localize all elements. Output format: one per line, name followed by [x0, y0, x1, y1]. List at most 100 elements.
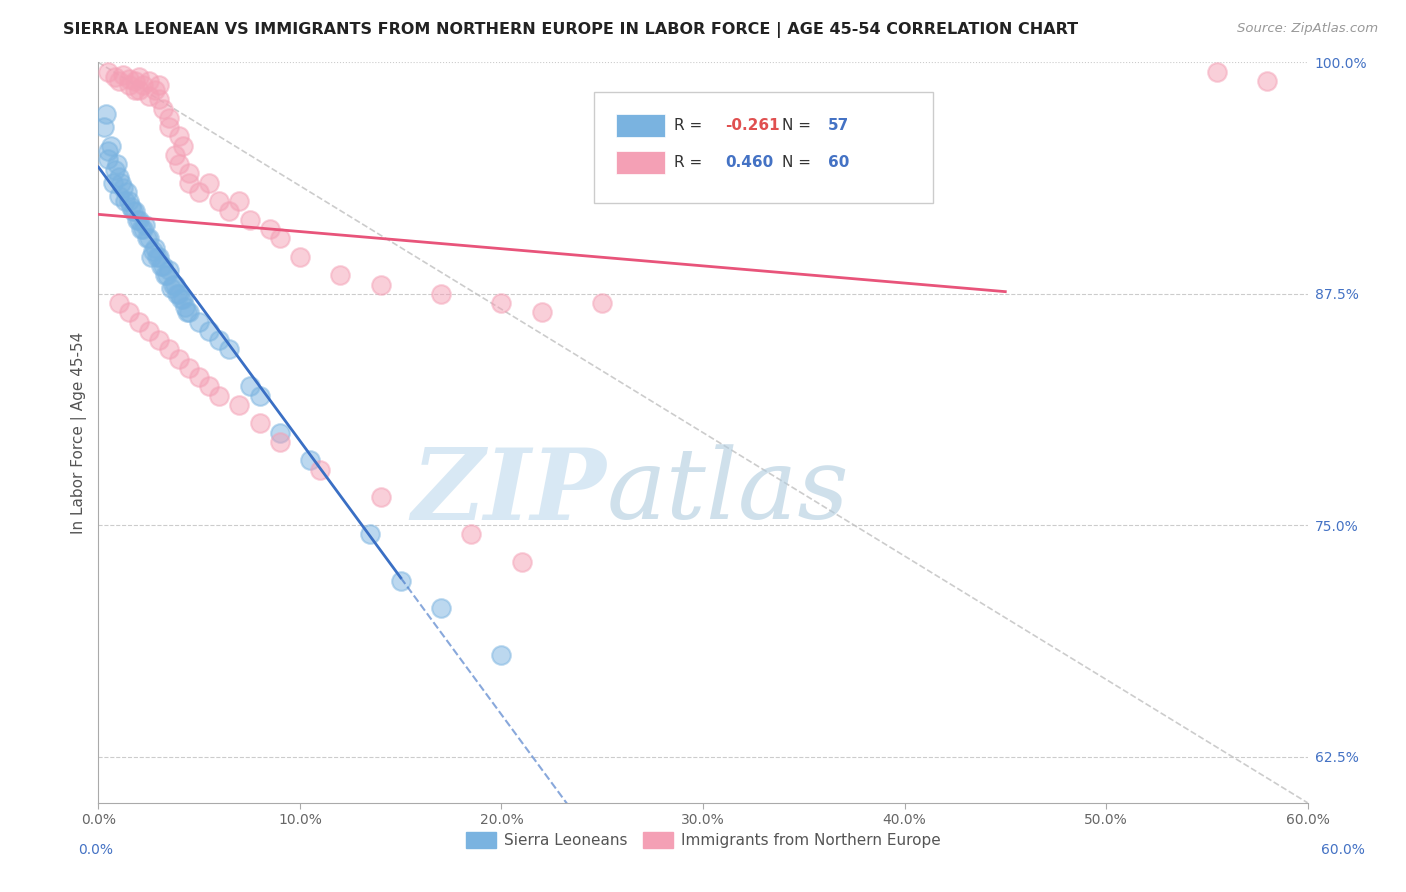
Point — [118, 194, 141, 209]
Point — [143, 240, 166, 254]
Point — [269, 425, 291, 440]
Point — [128, 70, 150, 85]
Point — [118, 305, 141, 319]
Point — [128, 83, 150, 97]
Point — [510, 555, 533, 569]
Point — [152, 259, 174, 273]
Point — [138, 88, 160, 103]
Point — [110, 176, 132, 190]
Point — [208, 333, 231, 347]
Text: 60.0%: 60.0% — [1320, 843, 1365, 857]
Point — [114, 194, 136, 209]
Point — [107, 188, 129, 202]
Point — [153, 268, 176, 283]
Point — [179, 166, 201, 180]
Point — [96, 107, 118, 121]
Point — [228, 194, 250, 209]
Point — [152, 102, 174, 116]
Point — [329, 268, 352, 283]
Point — [370, 277, 392, 292]
Point — [163, 148, 186, 162]
Point — [167, 129, 190, 144]
Point — [198, 324, 221, 338]
Point — [188, 370, 211, 384]
Point — [218, 343, 240, 357]
Point — [288, 250, 311, 264]
Point — [188, 185, 211, 199]
Point — [208, 194, 231, 209]
Point — [239, 379, 262, 393]
Point — [143, 83, 166, 97]
Point — [157, 262, 180, 277]
Point — [170, 293, 193, 307]
Text: R =: R = — [675, 118, 707, 133]
Point — [105, 157, 128, 171]
Point — [1206, 64, 1229, 78]
Point — [134, 219, 156, 233]
Point — [128, 212, 150, 227]
Point — [157, 120, 180, 135]
Point — [146, 250, 169, 264]
Point — [430, 286, 453, 301]
Point — [249, 389, 271, 403]
Point — [228, 398, 250, 412]
Point — [157, 111, 180, 125]
Point — [188, 314, 211, 328]
Text: ZIP: ZIP — [412, 443, 606, 540]
Point — [530, 305, 553, 319]
Point — [111, 181, 134, 195]
Point — [157, 343, 180, 357]
Text: 0.0%: 0.0% — [79, 843, 112, 857]
Y-axis label: In Labor Force | Age 45-54: In Labor Force | Age 45-54 — [72, 332, 87, 533]
Text: N =: N = — [782, 155, 815, 169]
Point — [128, 314, 150, 328]
Point — [174, 300, 197, 314]
Point — [167, 351, 190, 366]
Point — [101, 176, 124, 190]
Point — [208, 389, 231, 403]
Point — [139, 250, 162, 264]
Point — [160, 281, 183, 295]
Point — [125, 212, 148, 227]
Point — [120, 200, 142, 214]
Point — [156, 268, 179, 283]
Point — [269, 231, 291, 245]
Point — [132, 78, 155, 92]
Point — [107, 170, 129, 185]
FancyBboxPatch shape — [595, 92, 932, 203]
Text: 0.460: 0.460 — [725, 155, 773, 169]
Point — [103, 162, 125, 177]
Point — [118, 72, 141, 87]
Point — [1256, 74, 1278, 88]
Point — [148, 78, 170, 92]
Text: SIERRA LEONEAN VS IMMIGRANTS FROM NORTHERN EUROPE IN LABOR FORCE | AGE 45-54 COR: SIERRA LEONEAN VS IMMIGRANTS FROM NORTHE… — [63, 22, 1078, 38]
Point — [179, 305, 201, 319]
Point — [97, 145, 120, 159]
Point — [172, 138, 194, 153]
Point — [142, 244, 165, 259]
Point — [135, 231, 157, 245]
Point — [239, 212, 262, 227]
Point — [198, 176, 221, 190]
Point — [149, 259, 172, 273]
Point — [167, 286, 190, 301]
Point — [138, 231, 160, 245]
Point — [97, 152, 120, 166]
Point — [162, 277, 184, 292]
Point — [167, 157, 190, 171]
Point — [121, 203, 143, 218]
Point — [124, 74, 146, 88]
Point — [370, 491, 392, 505]
Point — [299, 453, 322, 467]
Point — [430, 601, 453, 615]
Point — [179, 176, 201, 190]
Point — [249, 417, 271, 431]
Point — [148, 92, 170, 106]
Point — [132, 222, 155, 236]
Point — [138, 74, 160, 88]
Point — [491, 648, 513, 662]
Point — [148, 333, 170, 347]
Point — [124, 203, 146, 218]
Point — [138, 324, 160, 338]
Point — [118, 78, 141, 92]
